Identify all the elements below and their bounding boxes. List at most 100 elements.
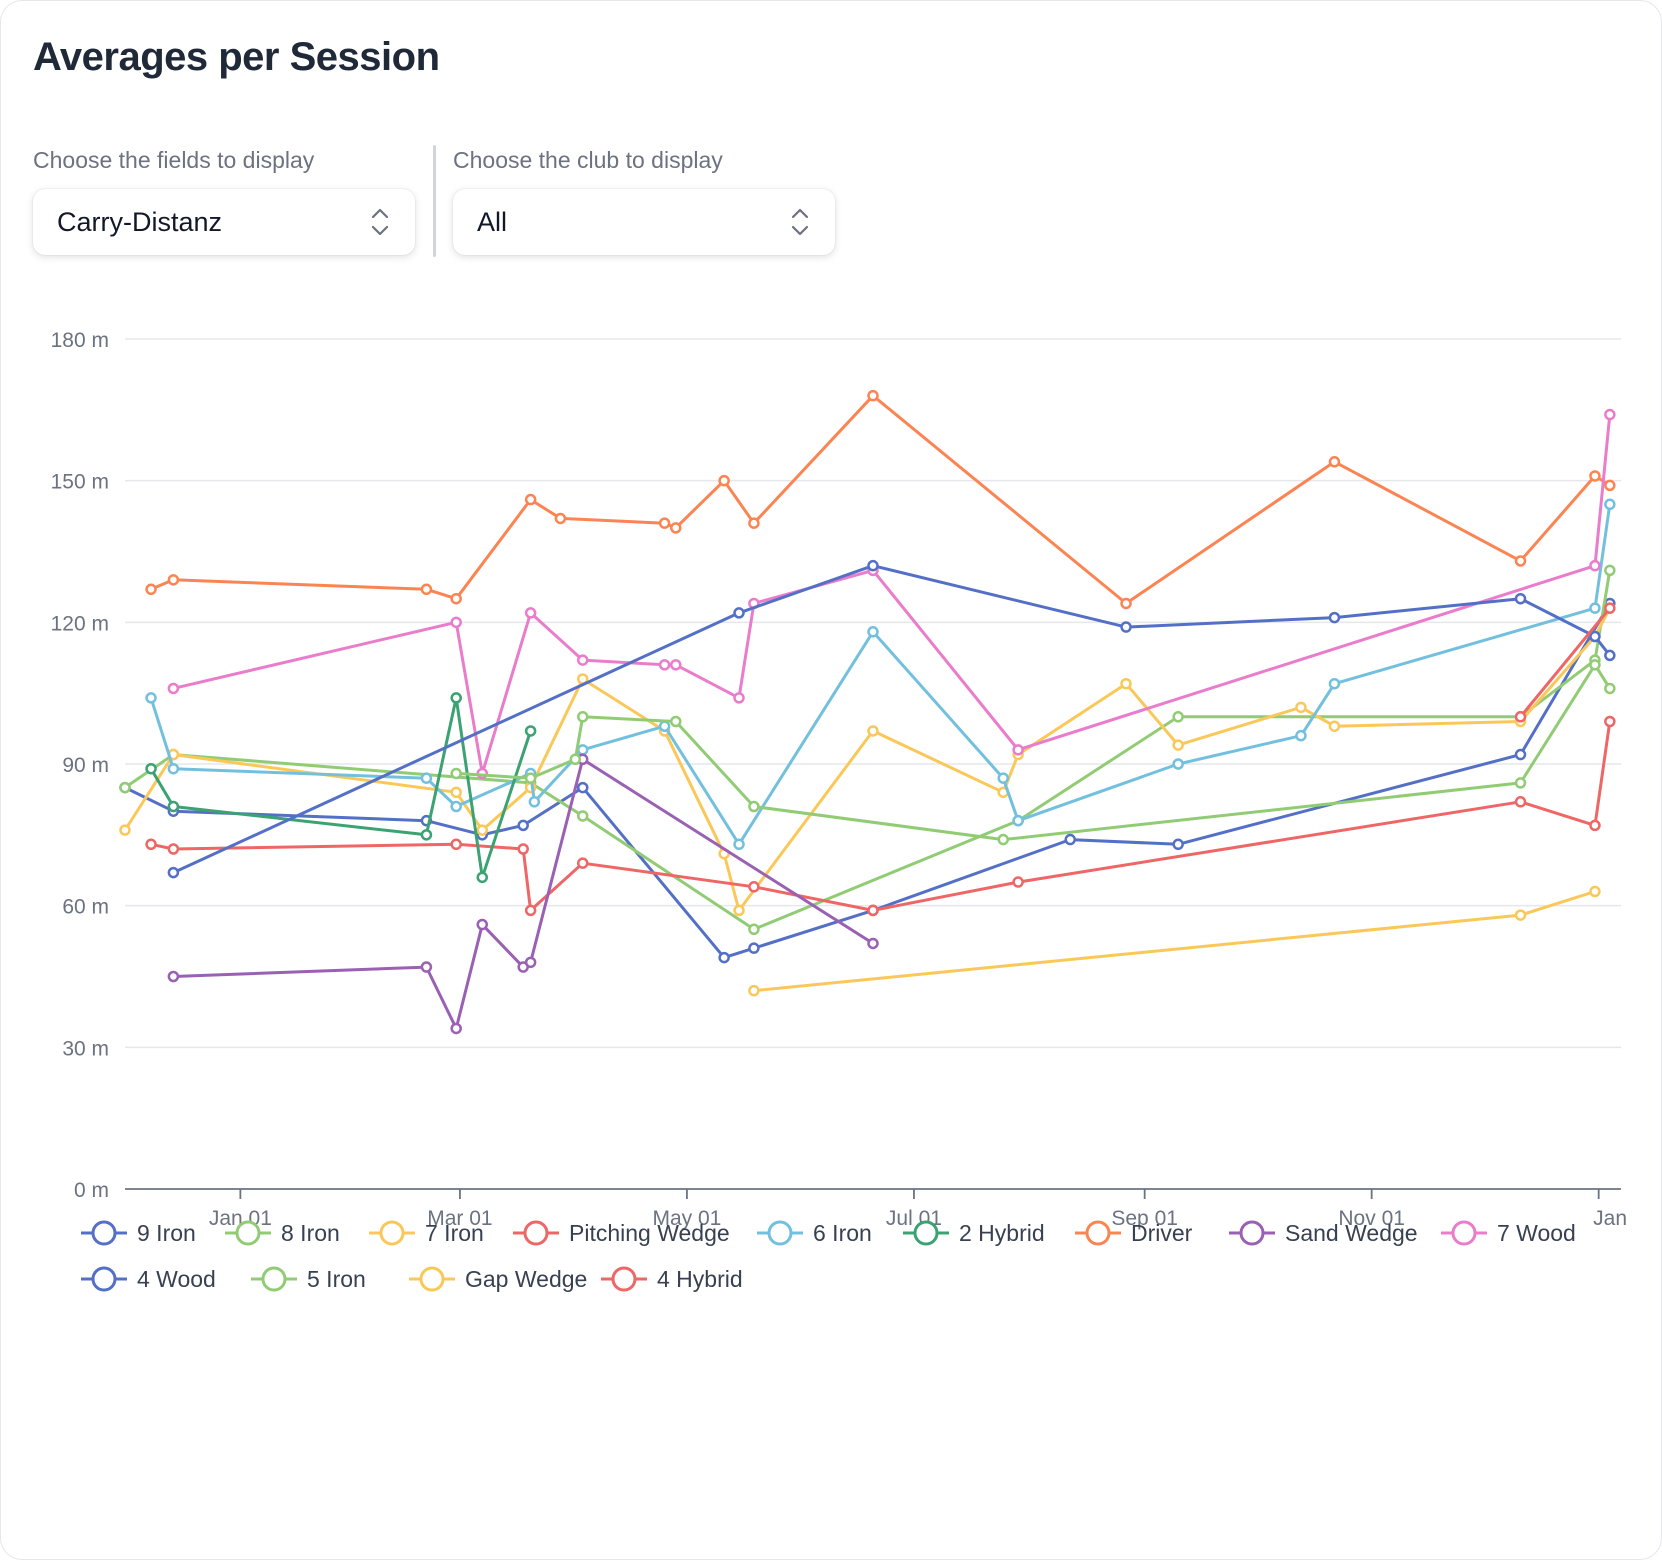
data-point[interactable]	[119, 824, 131, 836]
series-6-iron[interactable]	[145, 498, 1616, 851]
data-point[interactable]	[1012, 814, 1024, 827]
data-point[interactable]	[1604, 649, 1616, 662]
series-2-hybrid[interactable]	[145, 692, 537, 884]
data-point[interactable]	[718, 951, 730, 964]
series-4-wood[interactable]	[167, 559, 1616, 879]
data-point[interactable]	[748, 517, 760, 529]
legend-item[interactable]: Pitching Wedge	[511, 1213, 730, 1253]
data-point[interactable]	[1328, 456, 1341, 468]
data-point[interactable]	[748, 800, 760, 813]
data-point[interactable]	[167, 574, 180, 586]
data-point[interactable]	[1295, 701, 1307, 714]
series-7-wood[interactable]	[167, 408, 1616, 780]
data-point[interactable]	[733, 692, 745, 704]
data-point[interactable]	[528, 796, 541, 808]
legend-item[interactable]: 4 Hybrid	[599, 1259, 743, 1299]
data-point[interactable]	[1120, 677, 1132, 690]
data-point[interactable]	[145, 692, 157, 704]
data-point[interactable]	[576, 857, 589, 869]
legend-item[interactable]: 6 Iron	[755, 1213, 872, 1253]
data-point[interactable]	[1328, 720, 1341, 732]
data-point[interactable]	[718, 474, 730, 487]
data-point[interactable]	[1012, 744, 1024, 756]
data-point[interactable]	[1120, 621, 1132, 633]
data-point[interactable]	[1514, 777, 1527, 789]
series-8-iron[interactable]	[119, 564, 1616, 936]
data-point[interactable]	[867, 626, 879, 638]
data-point[interactable]	[670, 522, 682, 534]
data-point[interactable]	[997, 833, 1009, 846]
data-point[interactable]	[658, 517, 671, 529]
data-point[interactable]	[167, 843, 180, 855]
data-point[interactable]	[476, 918, 489, 931]
data-point[interactable]	[1604, 602, 1616, 614]
data-point[interactable]	[524, 772, 537, 784]
data-point[interactable]	[450, 692, 462, 704]
data-point[interactable]	[1172, 838, 1184, 851]
data-point[interactable]	[867, 904, 879, 917]
data-point[interactable]	[1589, 659, 1601, 671]
data-point[interactable]	[1589, 602, 1601, 614]
series-4-hybrid[interactable]	[1514, 602, 1616, 723]
data-point[interactable]	[1172, 758, 1184, 770]
data-point[interactable]	[576, 711, 589, 723]
data-point[interactable]	[1012, 876, 1024, 888]
data-point[interactable]	[748, 942, 760, 954]
data-point[interactable]	[748, 984, 760, 997]
data-point[interactable]	[524, 904, 537, 917]
data-point[interactable]	[554, 512, 567, 525]
data-point[interactable]	[867, 389, 879, 402]
legend-item[interactable]: 7 Wood	[1439, 1213, 1576, 1253]
data-point[interactable]	[576, 781, 589, 794]
data-point[interactable]	[167, 682, 180, 695]
data-point[interactable]	[733, 838, 745, 851]
data-point[interactable]	[1514, 555, 1527, 567]
data-point[interactable]	[576, 654, 589, 666]
data-point[interactable]	[420, 829, 433, 841]
data-point[interactable]	[1514, 748, 1527, 761]
data-point[interactable]	[524, 725, 537, 737]
data-point[interactable]	[997, 772, 1009, 784]
data-point[interactable]	[670, 659, 682, 671]
data-point[interactable]	[450, 592, 462, 605]
data-point[interactable]	[1604, 479, 1616, 492]
data-point[interactable]	[517, 843, 529, 855]
data-point[interactable]	[1120, 597, 1132, 610]
data-point[interactable]	[867, 937, 879, 950]
data-point[interactable]	[450, 1022, 462, 1035]
data-point[interactable]	[167, 762, 180, 775]
fields-select[interactable]: Carry-Distanz	[33, 189, 415, 255]
data-point[interactable]	[748, 923, 760, 936]
data-point[interactable]	[1064, 833, 1076, 846]
data-point[interactable]	[658, 720, 671, 732]
legend-item[interactable]: Gap Wedge	[407, 1259, 587, 1299]
data-point[interactable]	[1604, 498, 1616, 511]
data-point[interactable]	[733, 904, 745, 917]
data-point[interactable]	[1514, 711, 1527, 723]
series-5-iron[interactable]	[450, 659, 1616, 846]
series-gap-wedge[interactable]	[748, 885, 1601, 997]
data-point[interactable]	[867, 725, 879, 737]
legend-item[interactable]: 9 Iron	[79, 1213, 196, 1253]
data-point[interactable]	[450, 786, 462, 799]
data-point[interactable]	[524, 607, 537, 619]
data-point[interactable]	[576, 744, 589, 756]
data-point[interactable]	[517, 819, 529, 832]
data-point[interactable]	[476, 824, 489, 836]
series-sand-wedge[interactable]	[167, 753, 879, 1035]
data-point[interactable]	[450, 616, 462, 629]
data-point[interactable]	[119, 781, 131, 794]
legend-item[interactable]: 2 Hybrid	[901, 1213, 1045, 1253]
data-point[interactable]	[167, 970, 180, 983]
data-point[interactable]	[1589, 819, 1601, 832]
series-driver[interactable]	[145, 389, 1616, 610]
data-point[interactable]	[450, 838, 462, 851]
data-point[interactable]	[420, 583, 433, 596]
data-point[interactable]	[1328, 677, 1341, 690]
data-point[interactable]	[167, 866, 180, 879]
legend-item[interactable]: Sand Wedge	[1227, 1213, 1418, 1253]
series-9-iron[interactable]	[119, 597, 1616, 964]
data-point[interactable]	[145, 838, 157, 851]
legend-item[interactable]: Driver	[1073, 1213, 1192, 1253]
data-point[interactable]	[1514, 592, 1527, 605]
